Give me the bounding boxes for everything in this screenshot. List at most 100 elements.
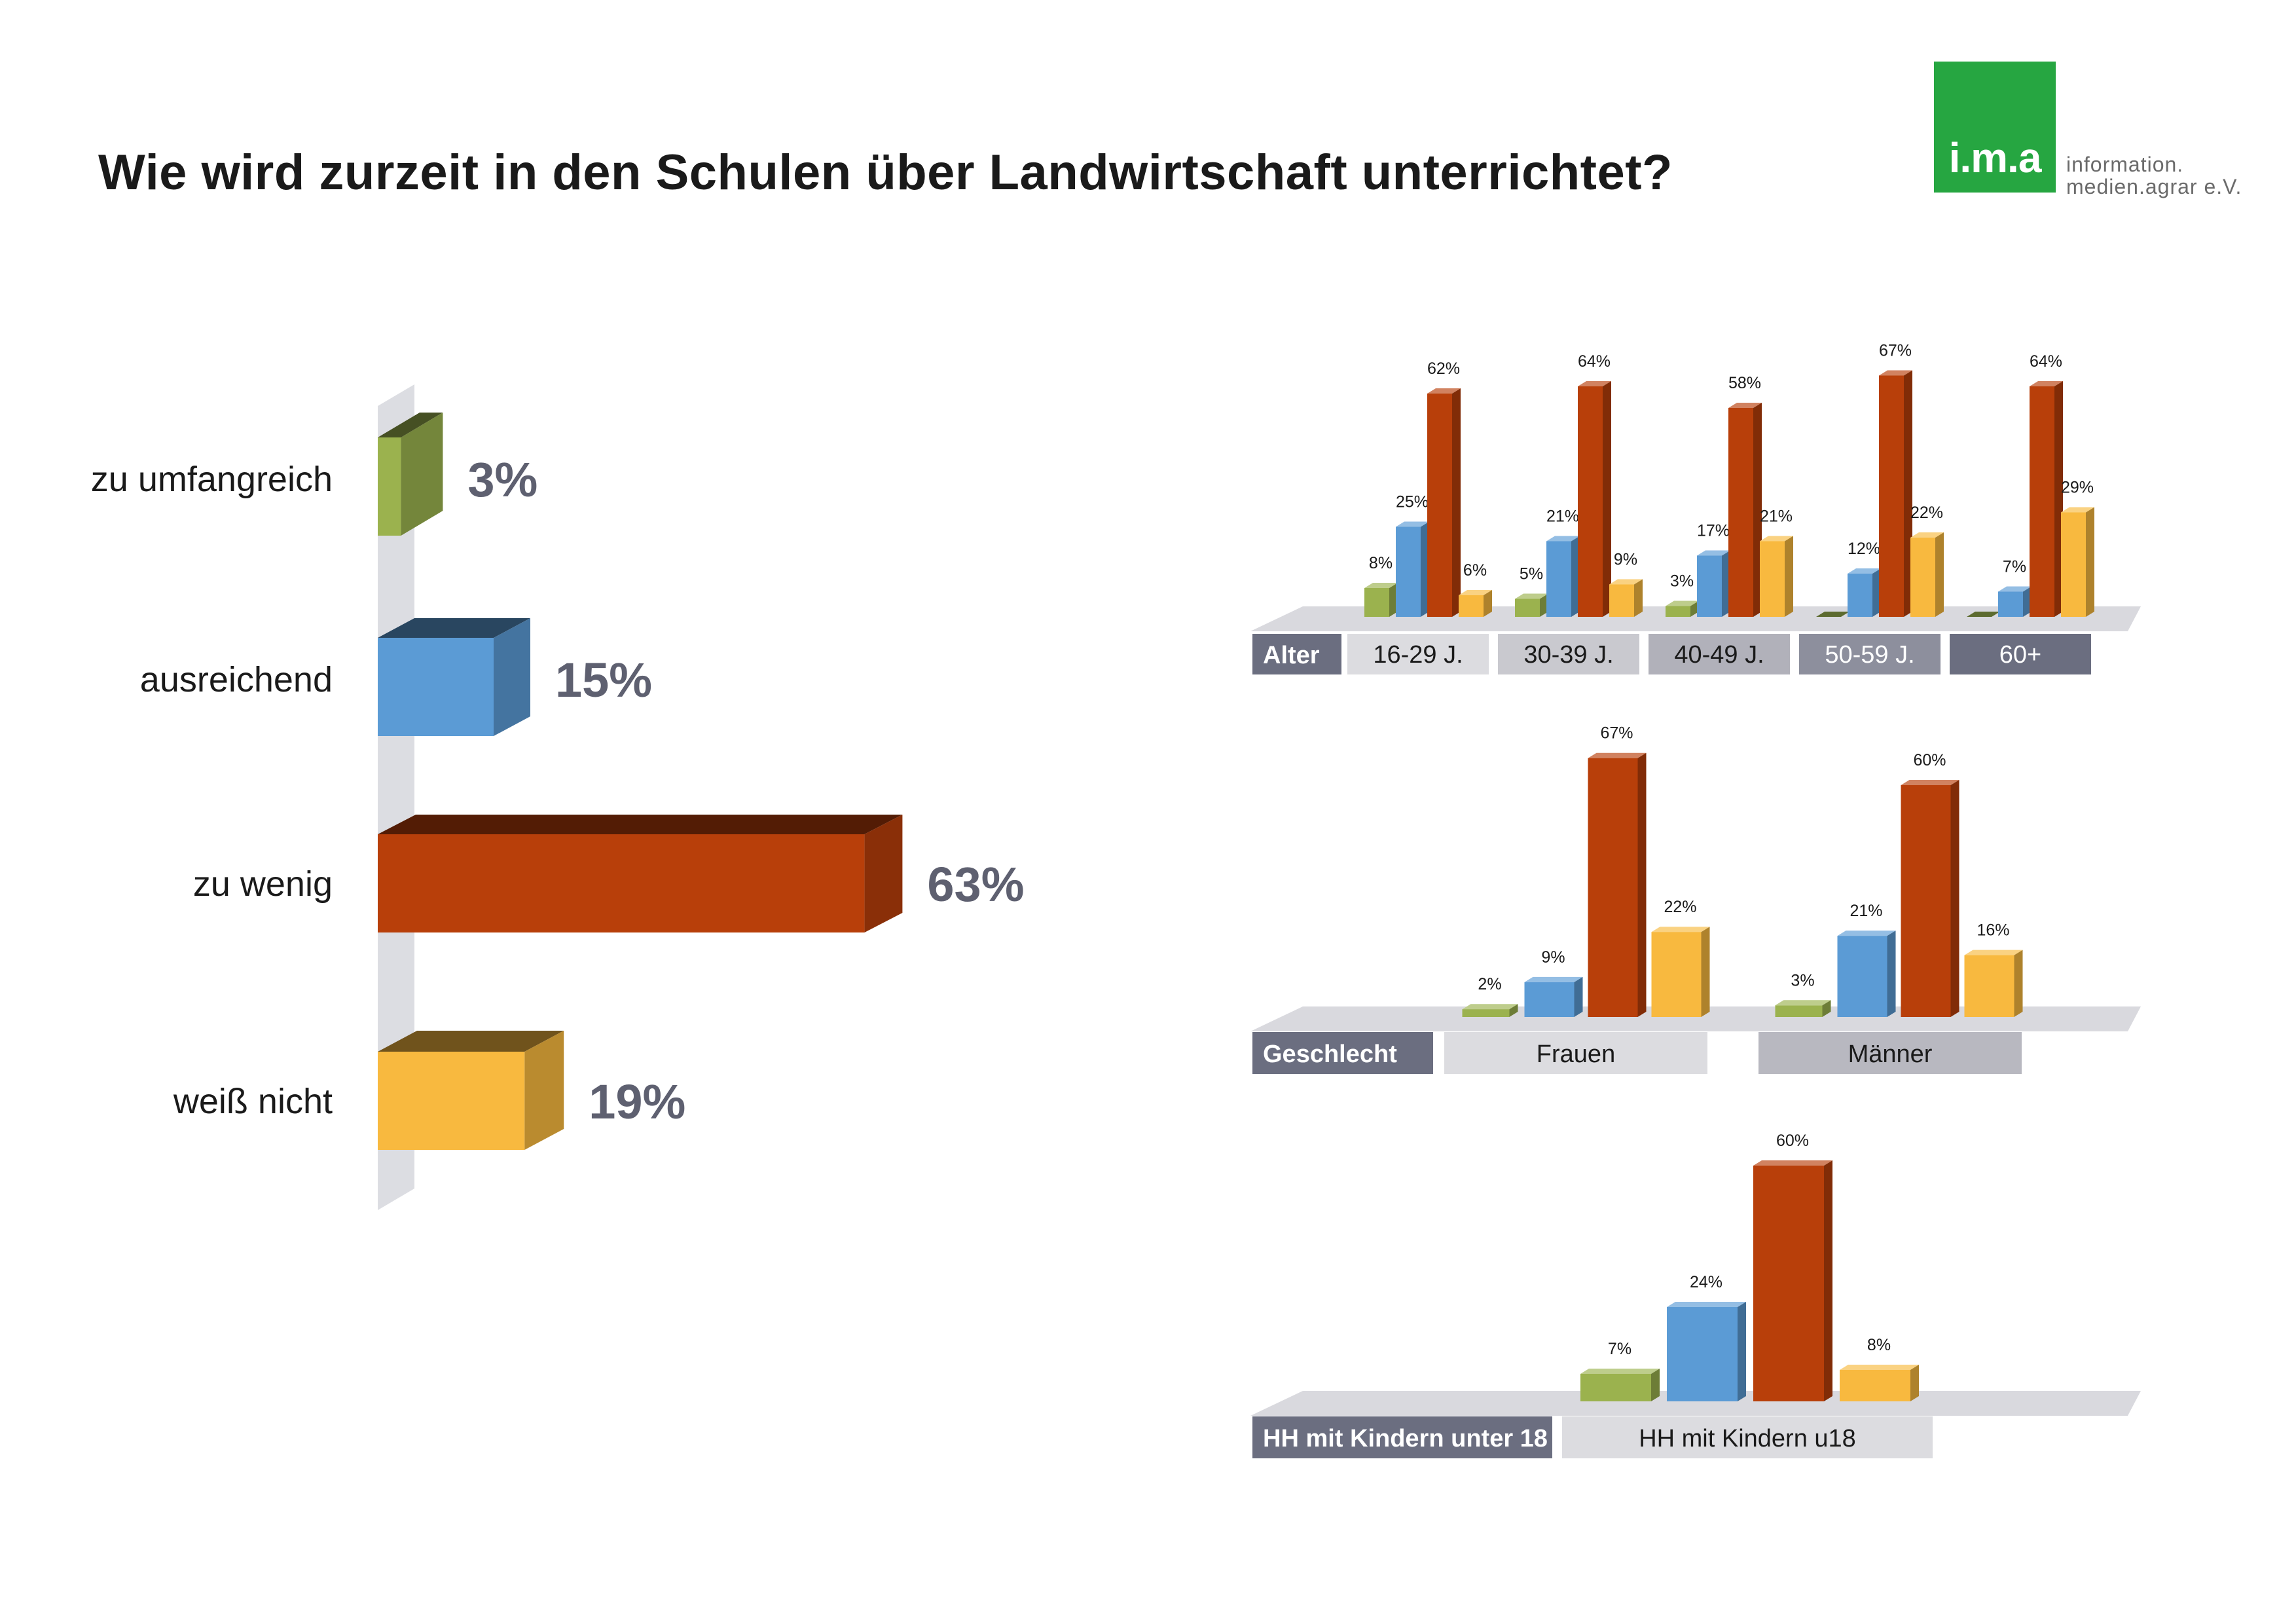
bar-2 — [378, 834, 865, 932]
gender-tag-bg — [1444, 1032, 1707, 1074]
column-top — [1515, 593, 1548, 599]
column — [1667, 1307, 1738, 1401]
age-tag: 50-59 J. — [1825, 641, 1914, 669]
data-label: 7% — [1608, 1340, 1631, 1358]
data-label: 6% — [1463, 561, 1487, 580]
data-label: 5% — [1520, 565, 1543, 583]
age-tag-bg — [1347, 634, 1489, 674]
panel-alter: 8% 25% 62% 6% 16-29 J. 5% 21% 64% 9% 30-39 J. 3% 17… — [1250, 342, 2141, 674]
column — [1546, 541, 1571, 617]
column-zero — [1816, 612, 1850, 617]
column-side — [1603, 381, 1611, 617]
data-label: 22% — [1664, 898, 1696, 916]
column — [1396, 526, 1421, 617]
column-side — [1872, 568, 1881, 617]
data-label: 21% — [1760, 507, 1793, 526]
data-label: 3% — [1670, 572, 1694, 591]
column-top — [1462, 1004, 1518, 1010]
column-top — [1753, 1160, 1832, 1166]
ima-logo: i.m.a information. medien.agrar e.V. — [1934, 62, 2241, 198]
column-side — [2086, 507, 2094, 617]
data-label: 9% — [1614, 551, 1637, 569]
column-top — [1580, 1369, 1660, 1374]
column-side — [2023, 586, 2032, 617]
data-label: 2% — [1478, 975, 1501, 993]
column-top — [1364, 583, 1398, 588]
bar-0 — [378, 437, 401, 536]
column — [1697, 555, 1722, 617]
column-top — [1427, 388, 1461, 394]
value-label: 19% — [589, 1075, 685, 1129]
column-top — [1459, 590, 1492, 595]
data-label: 62% — [1427, 360, 1460, 378]
category-label: weiß nicht — [173, 1082, 333, 1121]
column-top — [2061, 507, 2094, 513]
column-top — [1964, 950, 2023, 955]
bar-side — [494, 618, 530, 736]
bar-side — [864, 815, 903, 932]
data-label: 67% — [1600, 724, 1633, 743]
panel-geschlecht: 2% 9% 67% 22% Frauen 3% 21% 60% 16% Männer Geschle… — [1250, 724, 2141, 1074]
column-top — [1396, 521, 1429, 527]
bar-3 — [378, 1052, 525, 1150]
age-tag: 30-39 J. — [1523, 641, 1613, 669]
column-side — [1509, 1004, 1518, 1017]
hh-tag-bg — [1562, 1416, 1933, 1458]
column-side — [1785, 536, 1793, 617]
gender-tag: Frauen — [1537, 1041, 1615, 1068]
column-zero — [1967, 612, 2000, 617]
column — [1651, 932, 1702, 1017]
column-side — [1421, 521, 1429, 617]
gender-tag-bg — [1758, 1032, 2022, 1074]
column — [1364, 588, 1389, 617]
column-top — [1666, 600, 1699, 606]
data-label: 8% — [1867, 1336, 1891, 1354]
column — [1753, 1166, 1824, 1401]
column-top — [1524, 976, 1583, 982]
column-top — [1901, 780, 1959, 785]
column-side — [1634, 579, 1643, 617]
column — [1901, 785, 1951, 1017]
bar-wall — [378, 384, 414, 1210]
data-label: 21% — [1546, 507, 1579, 526]
age-tag-bg — [1649, 634, 1790, 674]
data-label: 17% — [1697, 522, 1730, 540]
column — [1760, 541, 1785, 617]
tag-alter: Alter — [1263, 642, 1320, 669]
column — [1524, 982, 1575, 1017]
tag-geschlecht: Geschlecht — [1263, 1041, 1397, 1068]
value-label: 3% — [467, 452, 538, 507]
column-side — [2054, 381, 2063, 617]
column-top — [1667, 1302, 1746, 1307]
category-label: ausreichend — [140, 660, 333, 699]
main-bar-chart: zu umfangreich 3% ausreichend 15% zu wenig 63… — [91, 384, 1025, 1210]
age-tag-bg — [1799, 634, 1941, 674]
logo-mark: i.m.a — [1948, 134, 2042, 181]
data-label: 9% — [1541, 948, 1565, 967]
bar-side — [401, 413, 443, 536]
age-tag-bg — [1950, 634, 2091, 674]
data-label: 8% — [1369, 554, 1393, 572]
column — [1459, 595, 1484, 617]
logo-text: information. medien.agrar e.V. — [2066, 153, 2242, 198]
column-side — [1540, 593, 1548, 617]
chart-title: Wie wird zurzeit in den Schulen über Lan… — [98, 145, 1673, 200]
column — [1910, 538, 1935, 617]
column — [1515, 599, 1540, 617]
column-side — [1753, 403, 1762, 617]
column-side — [1822, 1000, 1831, 1017]
logo-line-1: information. — [2066, 153, 2184, 176]
column — [1964, 955, 2014, 1017]
column-side — [1722, 550, 1730, 617]
data-label: 67% — [1879, 342, 1912, 360]
column-side — [1935, 532, 1944, 617]
column-top — [1578, 381, 1611, 386]
column-top — [1609, 579, 1643, 585]
column-side — [1690, 600, 1699, 617]
panel-floor — [1250, 1391, 2141, 1416]
column — [1848, 574, 1872, 617]
tag-alter-bg — [1252, 634, 1341, 674]
column-side — [1452, 388, 1461, 617]
column-top — [1728, 403, 1762, 408]
